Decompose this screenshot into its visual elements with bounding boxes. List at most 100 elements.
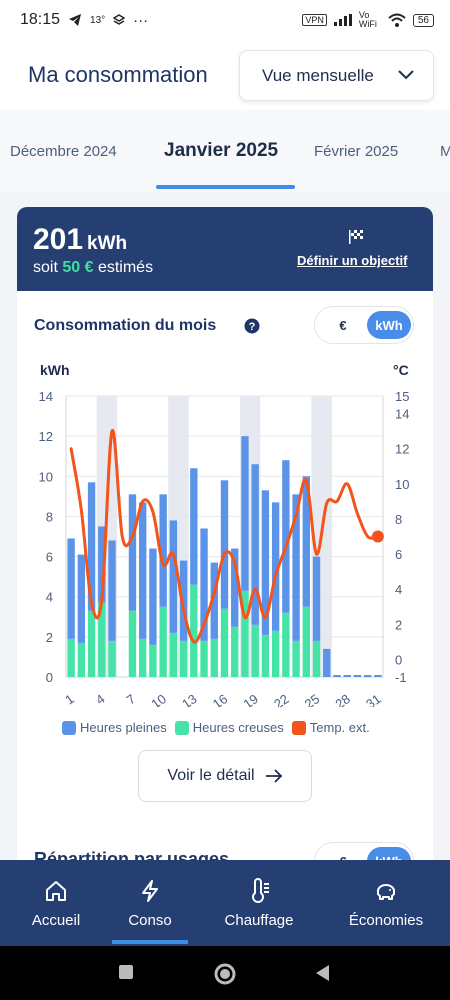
nav-label-home: Accueil bbox=[31, 912, 81, 929]
bar-heures-pleines bbox=[241, 436, 249, 591]
bar-heures-pleines bbox=[149, 548, 157, 645]
x-tick-label: 22 bbox=[271, 691, 291, 707]
bar-heures-creuses bbox=[77, 642, 86, 677]
bar-heures-pleines bbox=[190, 468, 198, 585]
toggle-kwh[interactable]: kWh bbox=[367, 311, 411, 339]
volte-label: Vo WiFi bbox=[358, 10, 377, 29]
battery-indicator: 56 bbox=[412, 13, 434, 27]
bar-heures-creuses bbox=[261, 634, 270, 677]
legend-label-hc: Heures creuses bbox=[192, 720, 284, 735]
legend-swatch-hc bbox=[174, 720, 189, 735]
nav-item-savings[interactable]: Économies bbox=[330, 860, 442, 946]
bar-heures-creuses bbox=[169, 632, 178, 677]
x-tick-label: 1 bbox=[62, 691, 77, 707]
view-detail-label: Voir le détail bbox=[167, 767, 255, 784]
status-more: ··· bbox=[133, 11, 149, 29]
y-right-tick-label: 8 bbox=[395, 512, 402, 527]
bar-heures-creuses bbox=[159, 606, 167, 677]
home-icon bbox=[46, 881, 66, 901]
nav-item-conso[interactable]: Conso bbox=[94, 860, 206, 946]
view-detail-button[interactable]: Voir le détail bbox=[138, 750, 312, 802]
bar-heures-pleines bbox=[323, 648, 331, 677]
bar-heures-creuses bbox=[108, 640, 116, 677]
chevron-down-icon bbox=[398, 70, 414, 80]
tab-month-prev[interactable]: Décembre 2024 bbox=[10, 143, 117, 160]
bar-heures-pleines bbox=[261, 490, 270, 635]
legend-item-hc[interactable]: Heures creuses bbox=[174, 720, 284, 735]
view-period-select[interactable]: Vue mensuelle bbox=[239, 50, 434, 101]
bar-heures-pleines bbox=[363, 675, 372, 677]
y-left-unit-label: kWh bbox=[40, 362, 70, 378]
bar-heures-pleines bbox=[302, 476, 310, 607]
nav-label-savings: Économies bbox=[348, 912, 424, 929]
legend-swatch-temp bbox=[291, 720, 306, 735]
bar-heures-pleines bbox=[343, 675, 351, 677]
wifi-icon bbox=[388, 13, 406, 27]
telegram-icon bbox=[69, 14, 82, 26]
y-right-tick-label: 14 bbox=[395, 407, 409, 422]
nav-item-heating[interactable]: Chauffage bbox=[203, 860, 315, 946]
thermometer-icon bbox=[252, 878, 269, 903]
back-icon[interactable] bbox=[313, 963, 331, 983]
bar-heures-pleines bbox=[128, 494, 137, 611]
y-left-tick-label: 0 bbox=[46, 670, 53, 685]
bar-heures-creuses bbox=[149, 644, 157, 677]
signal-icon bbox=[333, 14, 352, 26]
nav-item-home[interactable]: Accueil bbox=[0, 860, 112, 946]
bar-heures-pleines bbox=[271, 502, 280, 631]
toggle-euro[interactable]: € bbox=[339, 317, 347, 333]
tab-month-next2[interactable]: M bbox=[440, 143, 450, 160]
recent-apps-icon[interactable] bbox=[117, 963, 135, 981]
status-temp: 13° bbox=[90, 14, 106, 26]
bar-heures-pleines bbox=[87, 482, 96, 611]
piggy-bank-icon bbox=[377, 884, 395, 900]
bar-heures-pleines bbox=[200, 528, 208, 641]
temperature-last-point bbox=[371, 530, 384, 543]
y-right-tick-label: 15 bbox=[395, 389, 409, 404]
legend-item-hp[interactable]: Heures pleines bbox=[62, 720, 167, 735]
bar-heures-creuses bbox=[179, 640, 188, 677]
bar-heures-creuses bbox=[139, 638, 147, 677]
layers-icon bbox=[113, 14, 126, 25]
x-tick-label: 28 bbox=[332, 691, 352, 707]
tab-month-next[interactable]: Février 2025 bbox=[314, 143, 399, 160]
set-goal-link[interactable]: Définir un objectif bbox=[297, 253, 408, 268]
bar-heures-creuses bbox=[282, 612, 290, 677]
x-tick-label: 4 bbox=[93, 691, 108, 707]
cost-estimate: soit 50 € estimés bbox=[33, 259, 153, 277]
bar-heures-creuses bbox=[98, 602, 106, 677]
y-right-unit-label: °C bbox=[393, 362, 409, 378]
kwh-total: 201 bbox=[33, 223, 84, 256]
svg-text:?: ? bbox=[249, 321, 256, 333]
y-left-tick-label: 14 bbox=[39, 389, 53, 404]
page-title: Ma consommation bbox=[28, 62, 208, 87]
bar-heures-creuses bbox=[292, 640, 300, 677]
x-tick-label: 13 bbox=[179, 691, 199, 707]
status-bar: 18:15 13° ··· VPN Vo WiFi 56 bbox=[0, 0, 450, 40]
tab-month-current[interactable]: Janvier 2025 bbox=[164, 140, 279, 161]
y-left-tick-label: 4 bbox=[46, 590, 53, 605]
bar-heures-pleines bbox=[353, 675, 362, 677]
bar-heures-pleines bbox=[251, 464, 259, 625]
legend-item-temp[interactable]: Temp. ext. bbox=[291, 720, 370, 735]
home-button-icon[interactable] bbox=[214, 963, 236, 985]
month-tabs: Décembre 2024 Janvier 2025 Février 2025 … bbox=[0, 110, 450, 192]
bar-heures-creuses bbox=[241, 590, 249, 677]
y-right-tick-label: 4 bbox=[395, 582, 402, 597]
bar-heures-pleines bbox=[179, 560, 188, 641]
vpn-badge: VPN bbox=[302, 14, 327, 26]
y-left-tick-label: 2 bbox=[46, 630, 53, 645]
bar-heures-creuses bbox=[231, 626, 239, 677]
y-right-tick-label: 12 bbox=[395, 442, 409, 457]
x-tick-label: 10 bbox=[148, 691, 168, 707]
bar-heures-pleines bbox=[98, 526, 106, 603]
bar-heures-creuses bbox=[312, 640, 321, 677]
y-left-tick-label: 8 bbox=[46, 509, 53, 524]
bar-heures-pleines bbox=[312, 556, 321, 641]
bar-heures-pleines bbox=[292, 494, 300, 641]
bar-heures-pleines bbox=[210, 562, 218, 639]
bar-heures-creuses bbox=[302, 606, 310, 677]
y-left-tick-label: 6 bbox=[46, 550, 53, 565]
help-icon[interactable]: ? bbox=[244, 318, 260, 334]
bar-heures-pleines bbox=[282, 460, 290, 613]
